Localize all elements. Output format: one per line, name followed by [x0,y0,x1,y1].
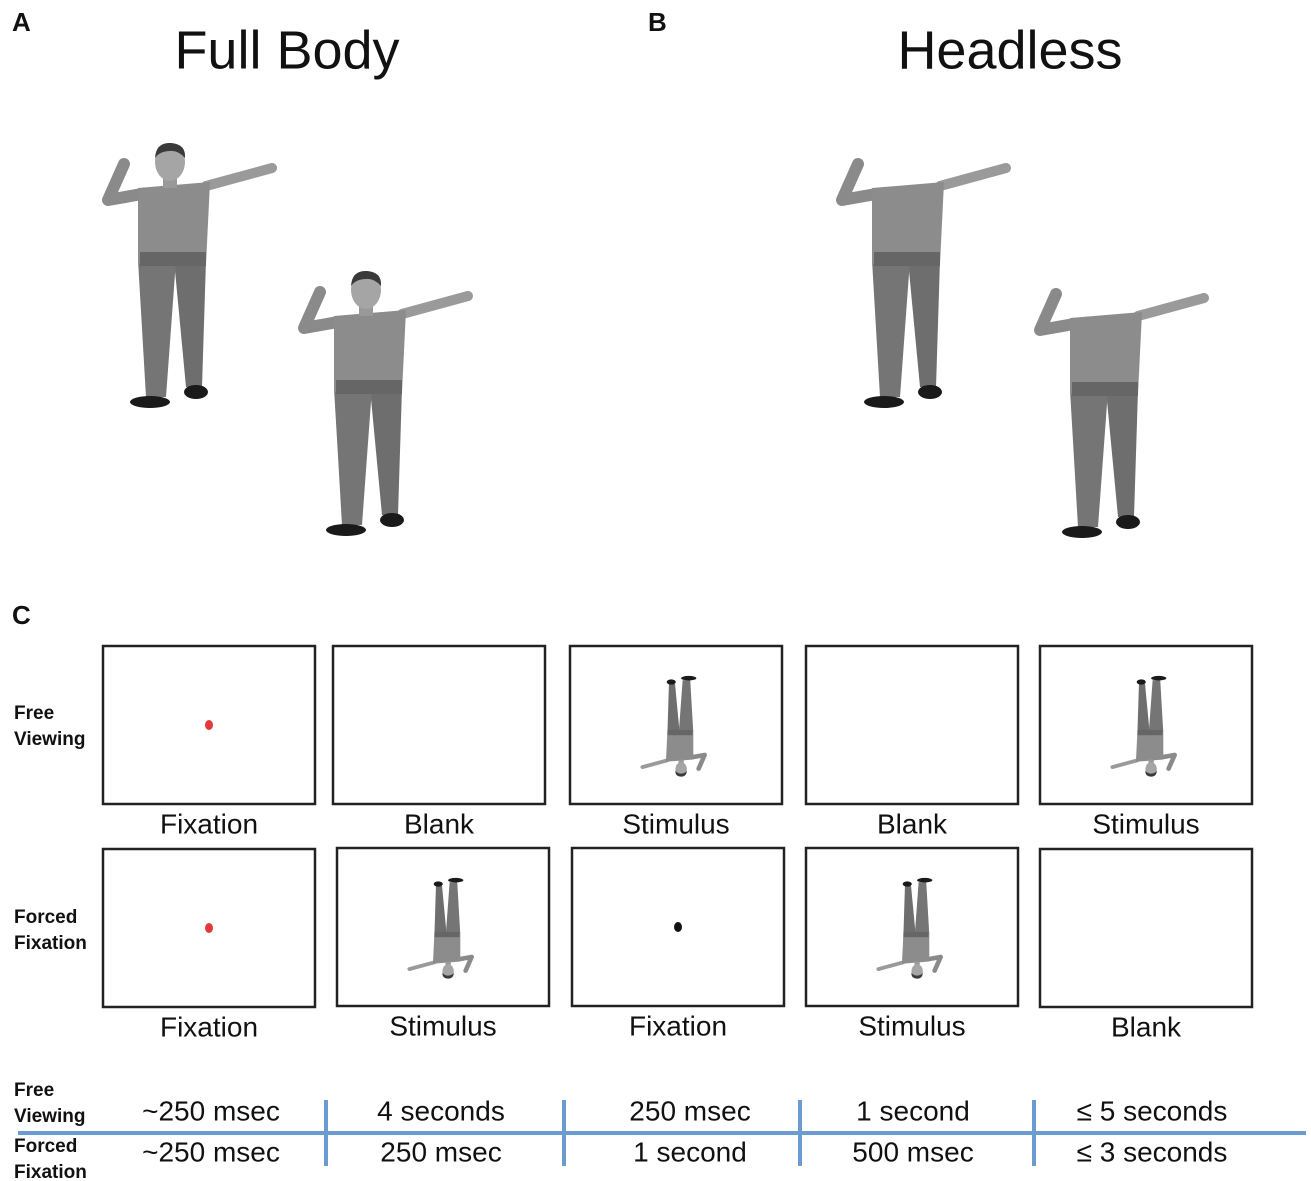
row-label: Free [14,703,54,724]
figure-headless [842,164,1006,408]
frame-caption: Stimulus [858,1010,965,1041]
duration: 250 msec [629,1095,750,1126]
figure-full-body [304,271,468,536]
figure-headless [1040,294,1204,538]
duration: 1 second [856,1095,970,1126]
timeline-label: Free [14,1080,54,1101]
frame-caption: Fixation [629,1010,727,1041]
duration: ~250 msec [142,1136,280,1167]
frame-caption: Blank [877,808,948,839]
frame-caption: Blank [1111,1011,1182,1042]
timeline-label: Viewing [14,1106,85,1127]
fixation-dot [205,923,213,933]
duration: 1 second [633,1136,747,1167]
row-label: Fixation [14,933,87,954]
duration: 250 msec [380,1136,501,1167]
duration: 4 seconds [377,1095,505,1126]
fixation-dot [205,720,213,730]
frame-caption: Stimulus [622,808,729,839]
duration: 500 msec [852,1136,973,1167]
frame-caption: Blank [404,808,475,839]
duration: ≤ 3 seconds [1077,1136,1228,1167]
frame-caption: Fixation [160,808,258,839]
frame-caption: Stimulus [1092,808,1199,839]
panel-title: Headless [897,20,1122,80]
panel-letter: A [12,7,31,37]
duration: ≤ 5 seconds [1077,1095,1228,1126]
figure-full-body [108,143,272,408]
row-label: Viewing [14,729,85,750]
timeline-label: Fixation [14,1162,87,1181]
panel-letter: B [648,7,667,37]
frame-caption: Fixation [160,1011,258,1042]
screen-frame [1038,847,1254,1009]
fixation-dot [674,922,682,932]
screen-frame [331,644,547,806]
duration: ~250 msec [142,1095,280,1126]
screen-frame [804,644,1020,806]
panel-title: Full Body [174,20,399,80]
frame-caption: Stimulus [389,1010,496,1041]
panel-letter: C [12,600,31,630]
row-label: Forced [14,907,77,928]
timeline-label: Forced [14,1136,77,1157]
